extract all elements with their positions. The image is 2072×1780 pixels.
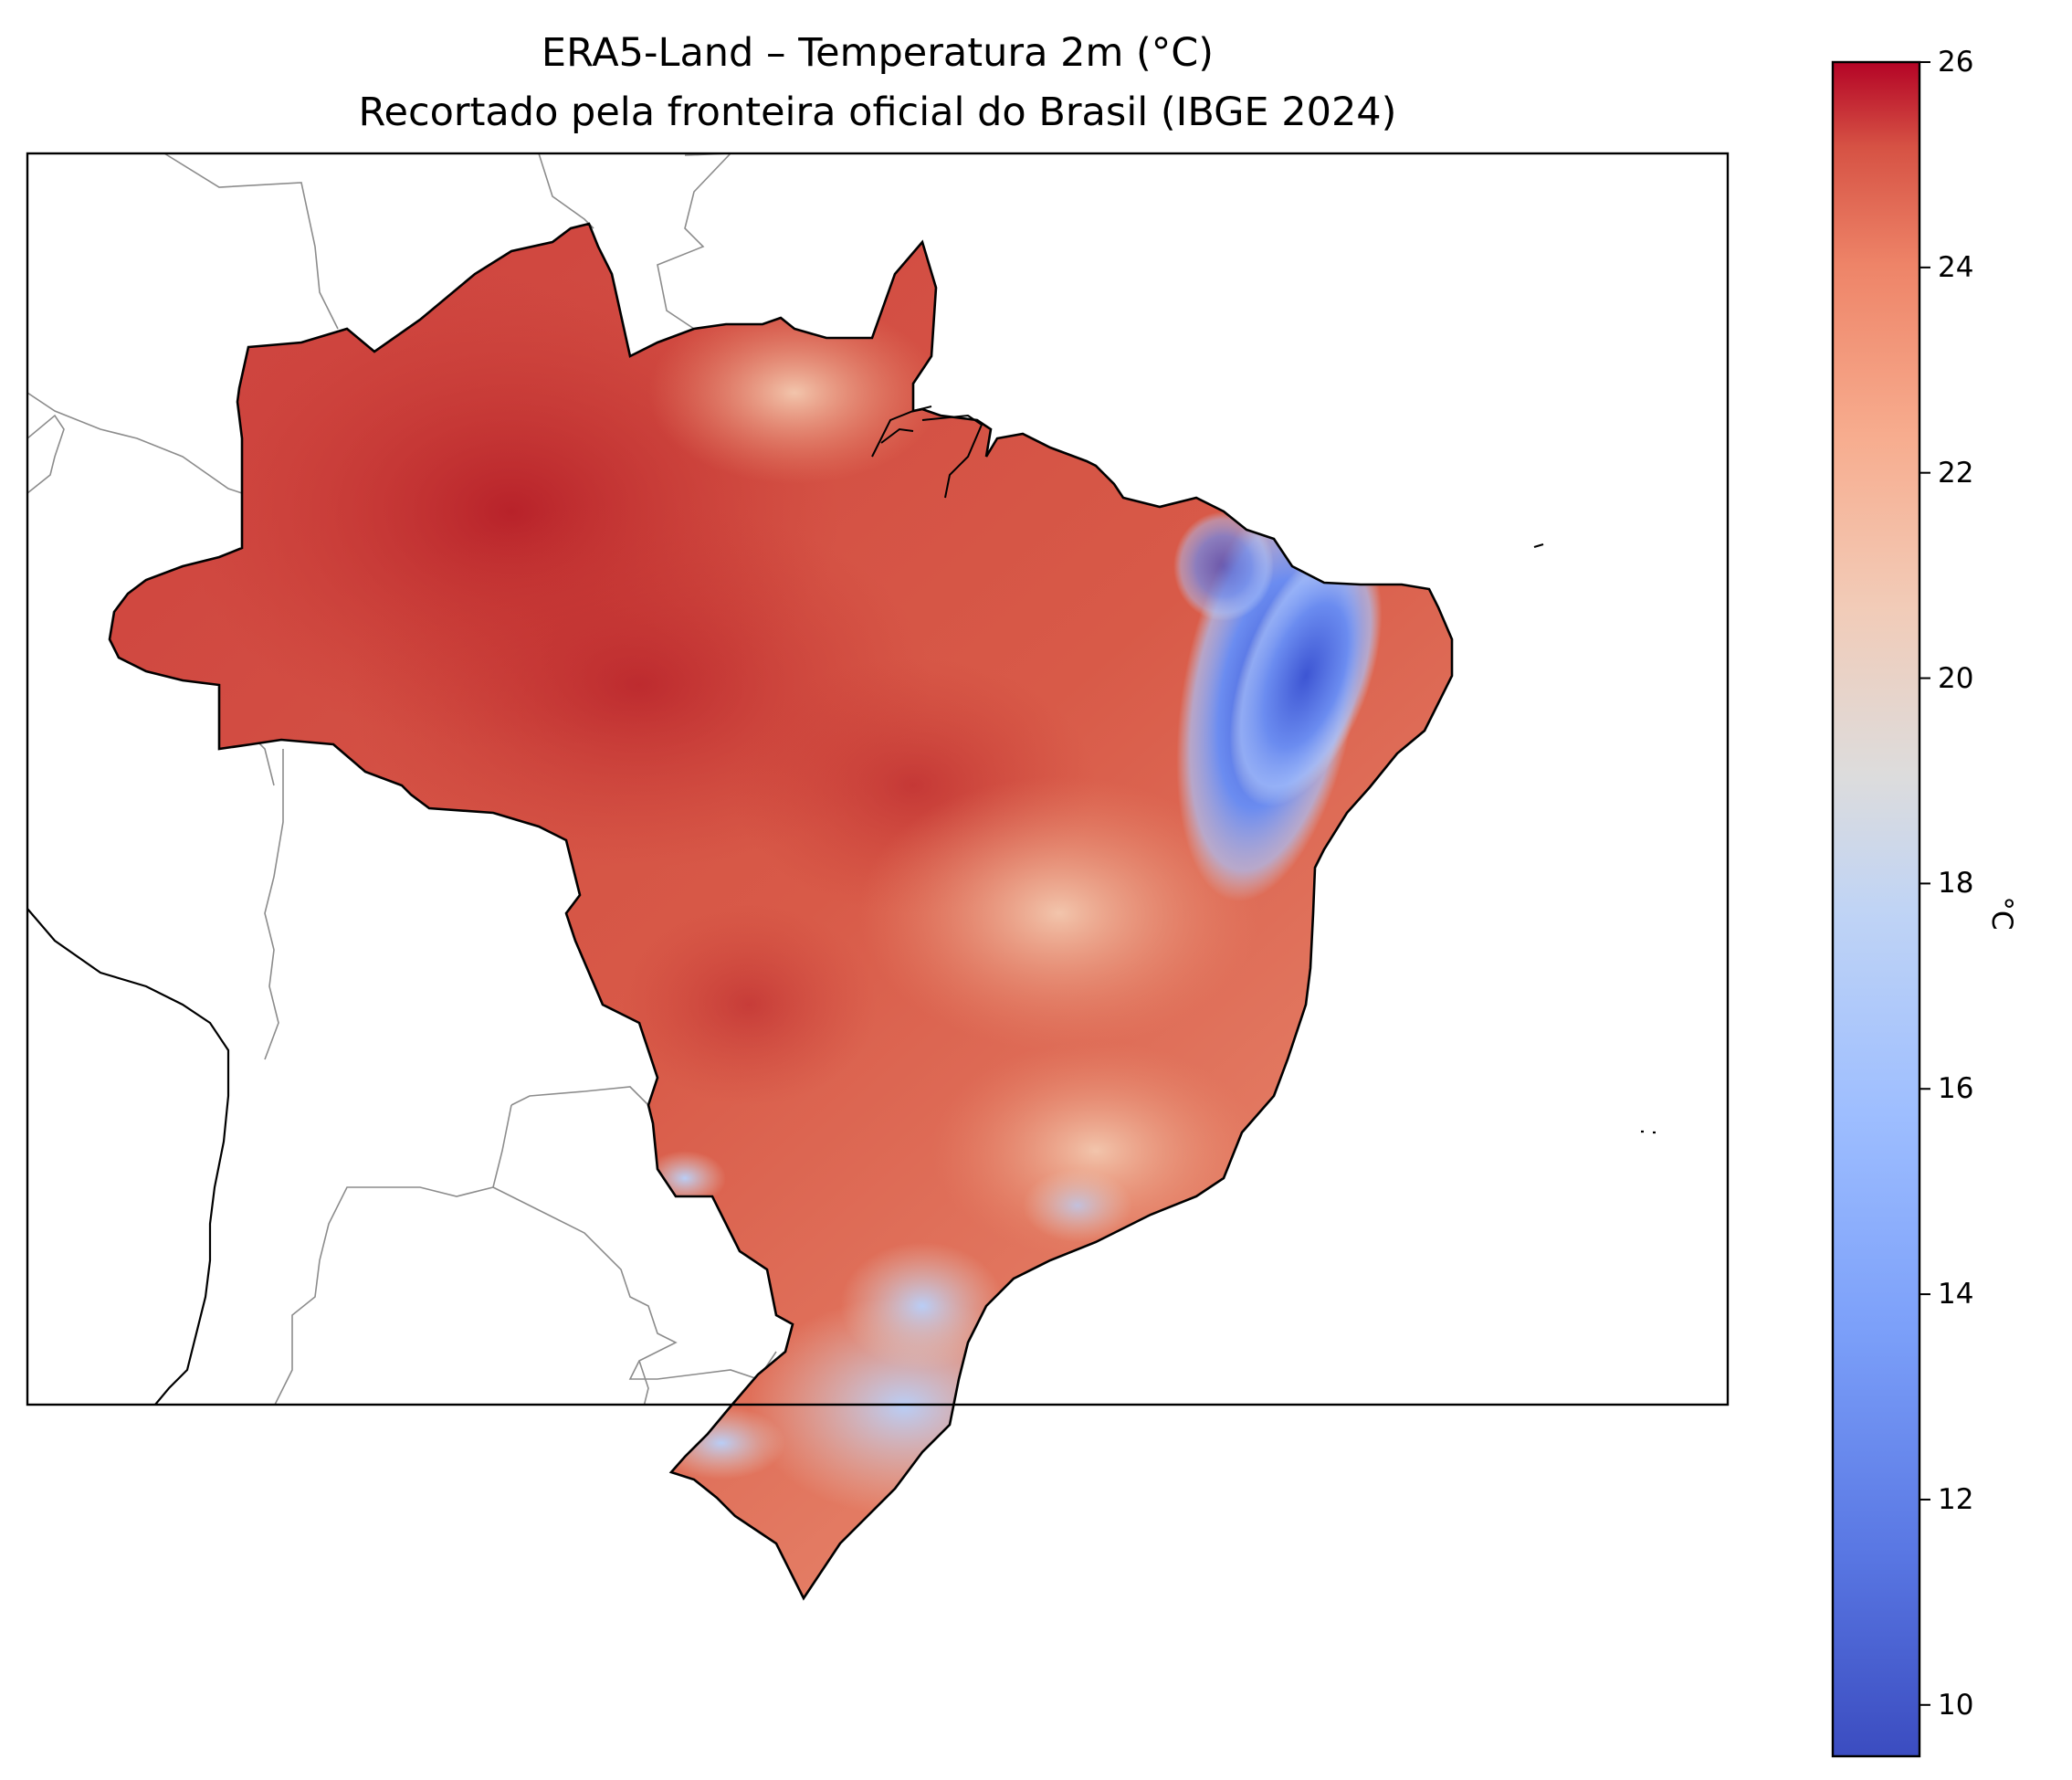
colorbar-tick-label: 22 bbox=[1938, 456, 1974, 490]
brazil-border bbox=[108, 222, 1454, 1601]
colorbar-tick-label: 12 bbox=[1938, 1482, 1974, 1516]
colorbar-label: °C bbox=[1985, 896, 2018, 931]
colorbar-tick-label: 24 bbox=[1938, 250, 1974, 284]
colorbar-tick-label: 26 bbox=[1938, 46, 1974, 79]
colorbar-tick-label: 18 bbox=[1938, 867, 1974, 901]
map-title: ERA5-Land – Temperatura 2m (°C) bbox=[541, 30, 1215, 76]
amazon-delta bbox=[871, 406, 983, 499]
colorbar-tick-label: 16 bbox=[1938, 1072, 1974, 1106]
south-america-coastline bbox=[27, 542, 1656, 1405]
colorbar-tick-label: 20 bbox=[1938, 661, 1974, 695]
colorbar-gradient bbox=[1831, 60, 1921, 1758]
map-frame bbox=[26, 152, 1730, 1406]
colorbar-tick-label: 10 bbox=[1938, 1688, 1974, 1722]
map-subtitle: Recortado pela fronteira oficial do Bras… bbox=[358, 90, 1397, 135]
colorbar-tick-label: 14 bbox=[1938, 1278, 1974, 1311]
